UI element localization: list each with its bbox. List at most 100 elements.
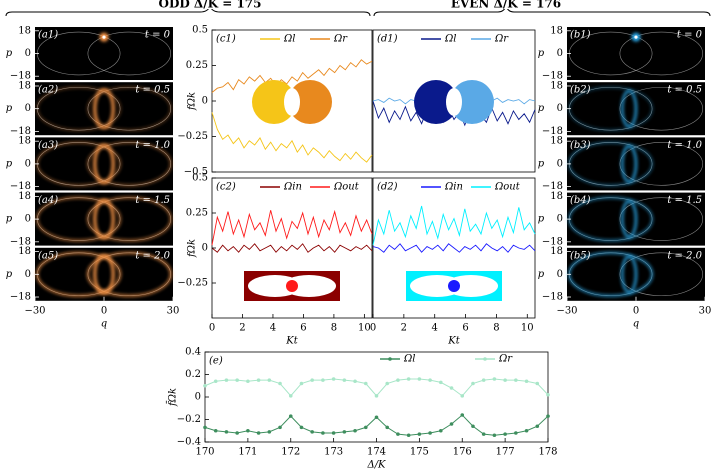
- legend-label: Ωout: [333, 182, 360, 193]
- point: [546, 392, 550, 397]
- legend-label: Ωr: [494, 34, 509, 45]
- point: [535, 381, 540, 386]
- x-tick-label: 8: [493, 323, 499, 334]
- spread: [86, 141, 172, 187]
- point: [267, 430, 272, 434]
- y-tick-label: −0.5: [184, 167, 208, 178]
- x-tick-label: 178: [538, 447, 557, 458]
- y-tick-label: 0: [25, 48, 31, 59]
- point: [481, 378, 486, 382]
- point: [546, 414, 550, 418]
- inset-dot: [286, 280, 298, 292]
- y-tick-label: −18: [10, 236, 31, 247]
- point: [256, 431, 261, 435]
- separatrix: [619, 252, 703, 297]
- x-axis-label: Kt: [447, 336, 460, 347]
- header-bg: [450, 0, 562, 9]
- point: [363, 381, 368, 386]
- y-tick-label: 18: [550, 191, 563, 202]
- point: [374, 394, 379, 398]
- point: [288, 394, 293, 398]
- panel-label: (e): [209, 356, 223, 367]
- point: [342, 430, 347, 434]
- y-tick-label: 18: [18, 80, 31, 91]
- point: [235, 431, 239, 435]
- y-tick-label: 0: [557, 214, 563, 225]
- point: [321, 378, 325, 382]
- spread: [86, 196, 172, 242]
- point: [256, 378, 261, 382]
- legend-label: Ωout: [494, 182, 521, 193]
- y-tick-label: 0.2: [185, 369, 201, 380]
- inset-right: [288, 80, 332, 124]
- y-tick-label: 0: [202, 96, 208, 107]
- legend-marker: [483, 357, 487, 361]
- point: [331, 377, 336, 381]
- y-tick-label: 18: [18, 136, 31, 147]
- x-tick-label: 172: [281, 447, 300, 458]
- inset-left: [414, 80, 458, 124]
- y-tick-label: 0.5: [192, 173, 208, 184]
- point: [524, 428, 529, 433]
- y-tick-label: −18: [542, 71, 563, 82]
- series-line: [211, 112, 373, 163]
- legend-label: Ωl: [403, 354, 416, 365]
- inset-left: [252, 80, 296, 124]
- spread: [86, 251, 172, 298]
- point: [203, 425, 207, 430]
- point: [524, 379, 529, 384]
- separatrix: [619, 31, 703, 76]
- y-axis-label: p: [6, 158, 13, 169]
- y-tick-label: 18: [18, 191, 31, 202]
- y-axis-label: p: [538, 214, 545, 225]
- x-tick-label: 6: [300, 323, 306, 334]
- x-tick-label: 2: [239, 323, 245, 334]
- point: [439, 380, 443, 385]
- point: [503, 432, 507, 436]
- header-odd: ODD Δ/K = 175: [158, 0, 261, 11]
- y-tick-label: 18: [550, 25, 563, 36]
- inset-right: [282, 275, 336, 297]
- point: [310, 430, 314, 434]
- x-tick-label: 10: [358, 323, 371, 334]
- point: [439, 428, 443, 433]
- y-tick-label: −0.2: [177, 414, 201, 425]
- y-tick-label: −18: [542, 292, 563, 303]
- point: [363, 425, 368, 430]
- separatrix: [87, 31, 172, 76]
- point: [492, 377, 497, 381]
- y-tick-label: −18: [10, 71, 31, 82]
- y-tick-label: 0.4: [185, 347, 201, 358]
- time-label: t = 0: [145, 30, 171, 41]
- point: [278, 381, 282, 386]
- spread-core: [620, 199, 638, 239]
- panel-label: (a2): [38, 85, 58, 96]
- y-tick-label: −18: [10, 181, 31, 192]
- point: [481, 432, 486, 436]
- x-tick-label: 170: [195, 447, 214, 458]
- y-axis-label: p: [538, 103, 545, 114]
- spread-core: [93, 198, 115, 240]
- point: [449, 422, 454, 426]
- y-tick-label: −18: [10, 292, 31, 303]
- panel-label: (a5): [38, 250, 58, 261]
- point: [267, 378, 272, 382]
- spread-core: [620, 144, 638, 184]
- point: [246, 379, 250, 384]
- y-axis-label: fΩk: [187, 239, 198, 258]
- spread-core: [93, 88, 115, 130]
- x-tick-label: 4: [270, 323, 276, 334]
- point: [342, 378, 347, 382]
- panel-label: (a3): [38, 140, 58, 151]
- series-line: [372, 243, 536, 253]
- x-tick-label: 0: [370, 323, 376, 334]
- x-tick-label: 175: [410, 447, 429, 458]
- y-tick-label: 0: [202, 243, 208, 254]
- panel-label: (a4): [38, 195, 58, 206]
- panel-label: (b5): [570, 250, 591, 261]
- point: [246, 428, 250, 433]
- x-tick-label: 4: [432, 323, 438, 334]
- y-tick-label: −18: [10, 126, 31, 137]
- point: [224, 430, 229, 434]
